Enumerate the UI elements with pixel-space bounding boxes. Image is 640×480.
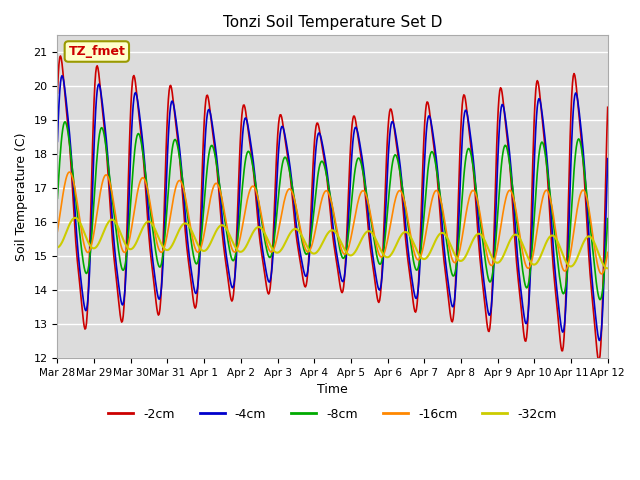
-32cm [400, 229, 408, 235]
-8cm [54, 195, 61, 201]
-32cm [71, 215, 79, 221]
-16cm [66, 169, 74, 175]
-8cm [417, 254, 424, 260]
-2cm [121, 289, 129, 295]
-2cm [64, 124, 72, 130]
-32cm [121, 240, 129, 246]
-2cm [417, 240, 424, 245]
X-axis label: Time: Time [317, 383, 348, 396]
-2cm [177, 166, 184, 172]
Legend: -2cm, -4cm, -8cm, -16cm, -32cm: -2cm, -4cm, -8cm, -16cm, -32cm [103, 403, 562, 426]
-2cm [206, 105, 214, 111]
Line: -2cm: -2cm [58, 56, 608, 360]
-8cm [596, 297, 604, 302]
-8cm [61, 119, 69, 125]
Line: -32cm: -32cm [58, 218, 608, 268]
-4cm [595, 337, 603, 343]
-32cm [54, 245, 61, 251]
-16cm [206, 199, 214, 205]
-8cm [206, 147, 214, 153]
-4cm [400, 204, 408, 210]
-2cm [56, 53, 64, 59]
Title: Tonzi Soil Temperature Set D: Tonzi Soil Temperature Set D [223, 15, 442, 30]
-32cm [604, 265, 612, 271]
-2cm [595, 358, 602, 363]
-4cm [121, 289, 129, 295]
-4cm [64, 116, 72, 122]
-2cm [604, 104, 612, 110]
-4cm [604, 156, 612, 161]
-16cm [604, 250, 612, 255]
-2cm [400, 219, 408, 225]
-8cm [177, 162, 184, 168]
-8cm [604, 216, 612, 221]
-8cm [400, 196, 408, 202]
-16cm [121, 250, 129, 255]
-4cm [54, 139, 61, 144]
-32cm [63, 227, 71, 232]
-16cm [54, 228, 61, 234]
Line: -8cm: -8cm [58, 122, 608, 300]
Text: TZ_fmet: TZ_fmet [68, 45, 125, 58]
-32cm [417, 253, 424, 259]
-4cm [58, 73, 66, 79]
-4cm [206, 108, 214, 114]
-16cm [598, 271, 605, 277]
-16cm [417, 255, 424, 261]
Y-axis label: Soil Temperature (C): Soil Temperature (C) [15, 132, 28, 261]
-4cm [417, 258, 424, 264]
-8cm [121, 264, 129, 270]
Line: -16cm: -16cm [58, 172, 608, 274]
-2cm [54, 90, 61, 96]
-16cm [63, 172, 71, 178]
-32cm [206, 242, 214, 248]
-32cm [177, 225, 184, 230]
Line: -4cm: -4cm [58, 76, 608, 340]
-4cm [177, 156, 184, 162]
-8cm [64, 131, 72, 136]
-16cm [177, 178, 184, 184]
-16cm [400, 197, 408, 203]
